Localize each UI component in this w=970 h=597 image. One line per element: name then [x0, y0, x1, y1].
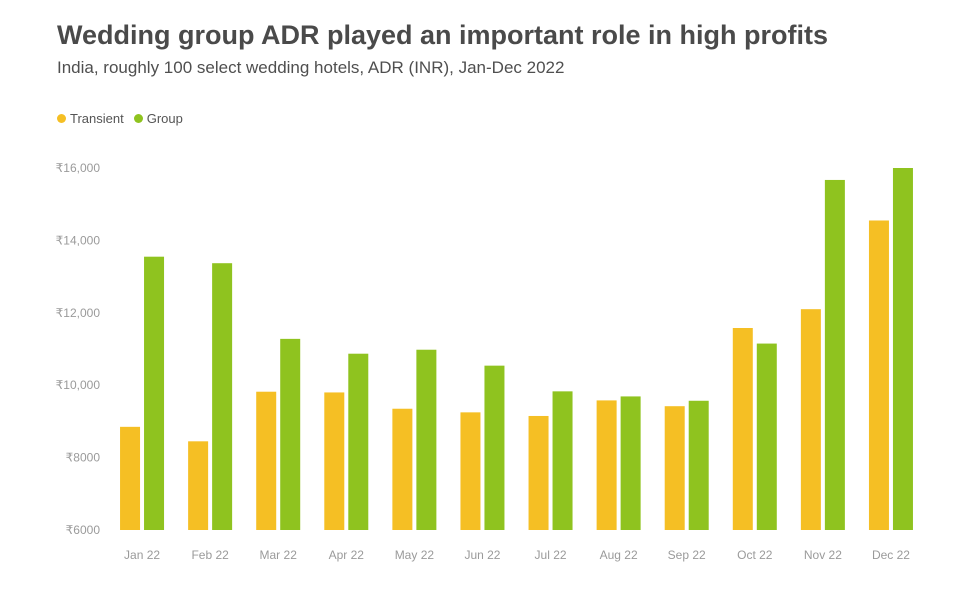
bar-group-jan-22[interactable] — [144, 256, 165, 530]
legend-label-transient: Transient — [70, 111, 124, 126]
legend-swatch-group — [133, 114, 143, 123]
bar-transient-dec-22[interactable] — [868, 220, 889, 531]
bar-group-dec-22[interactable] — [892, 168, 913, 530]
bar-transient-feb-22[interactable] — [188, 441, 209, 530]
x-tick-label: Mar 22 — [260, 548, 298, 562]
x-tick-label: Aug 22 — [600, 548, 638, 562]
y-tick-label: ₹10,000 — [56, 378, 101, 392]
x-axis: Jan 22 Feb 22 Mar 22 Apr 22 May 22 Jun 22 Jul … — [124, 548, 910, 562]
bar-transient-may-22[interactable] — [392, 408, 413, 530]
y-tick-label: ₹6000 — [66, 523, 101, 537]
bars — [120, 168, 913, 531]
y-tick-label: ₹14,000 — [56, 233, 101, 247]
legend-item-group[interactable]: Group — [133, 111, 183, 126]
bar-group-aug-22[interactable] — [620, 396, 641, 530]
bar-transient-mar-22[interactable] — [256, 391, 277, 530]
x-tick-label: Nov 22 — [804, 548, 842, 562]
bar-transient-jan-22[interactable] — [120, 426, 141, 530]
y-tick-label: ₹12,000 — [56, 306, 101, 320]
y-tick-label: ₹8000 — [66, 451, 101, 465]
y-tick-label: ₹16,000 — [56, 161, 101, 175]
bar-transient-jul-22[interactable] — [528, 415, 549, 530]
bar-group-oct-22[interactable] — [756, 343, 777, 530]
legend-label-group: Group — [146, 111, 183, 126]
bar-transient-oct-22[interactable] — [732, 328, 753, 530]
x-tick-label: Jan 22 — [124, 548, 160, 562]
legend-swatch-transient — [57, 114, 66, 123]
bar-group-jun-22[interactable] — [484, 365, 505, 530]
legend-item-transient[interactable]: Transient — [57, 111, 124, 126]
chart-title: Wedding group ADR played an important ro… — [57, 20, 828, 50]
x-tick-label: Oct 22 — [737, 548, 773, 562]
x-tick-label: Feb 22 — [191, 548, 229, 562]
bar-transient-jun-22[interactable] — [460, 412, 481, 530]
x-tick-label: Sep 22 — [668, 548, 706, 562]
bar-group-jul-22[interactable] — [552, 391, 573, 530]
bar-transient-sep-22[interactable] — [664, 406, 685, 530]
x-tick-label: Jul 22 — [535, 548, 567, 562]
bar-group-apr-22[interactable] — [348, 353, 369, 530]
x-tick-label: May 22 — [395, 548, 435, 562]
bar-group-nov-22[interactable] — [824, 179, 845, 531]
legend: Transient Group — [57, 111, 193, 126]
bar-group-may-22[interactable] — [416, 349, 437, 530]
x-tick-label: Apr 22 — [329, 548, 365, 562]
x-tick-label: Jun 22 — [464, 548, 500, 562]
bar-group-sep-22[interactable] — [688, 400, 709, 530]
bar-group-mar-22[interactable] — [280, 338, 301, 530]
x-tick-label: Dec 22 — [872, 548, 910, 562]
y-axis: ₹6000 ₹8000 ₹10,000 ₹12,000 ₹14,000 ₹16,000 — [56, 161, 101, 537]
bar-transient-nov-22[interactable] — [800, 309, 821, 530]
chart-subtitle: India, roughly 100 select wedding hotels… — [57, 58, 565, 77]
bar-group-feb-22[interactable] — [212, 263, 233, 530]
bar-transient-apr-22[interactable] — [324, 392, 345, 530]
bar-transient-aug-22[interactable] — [596, 400, 617, 530]
